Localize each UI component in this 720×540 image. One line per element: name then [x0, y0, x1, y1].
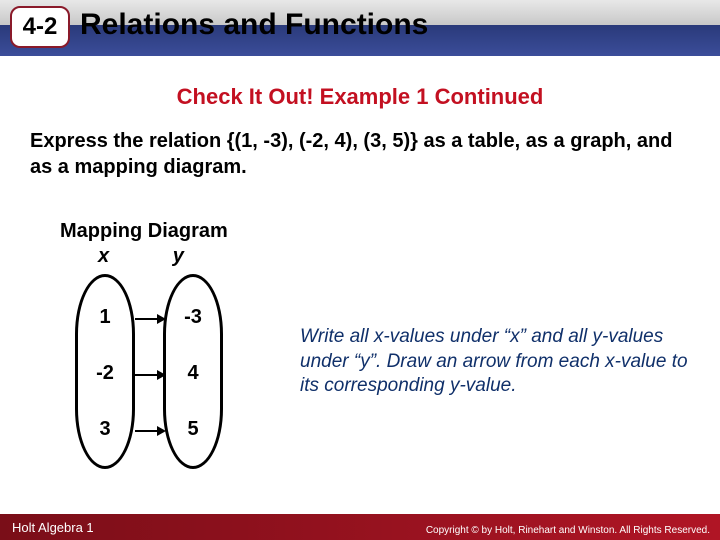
mapping-arrow [135, 430, 157, 432]
arrowhead-icon [157, 370, 166, 380]
arrowhead-icon [157, 314, 166, 324]
y-value: -3 [163, 306, 223, 329]
arrowhead-icon [157, 426, 166, 436]
subheading: Check It Out! Example 1 Continued [0, 84, 720, 110]
footer-left-text: Holt Algebra 1 [12, 520, 94, 535]
x-value: 1 [75, 306, 135, 329]
mapping-ovals: 1 -2 3 -3 4 5 [50, 274, 300, 474]
slide-header: 4-2 Relations and Functions [0, 0, 720, 56]
x-value: 3 [75, 418, 135, 441]
y-value: 4 [163, 362, 223, 385]
mapping-arrow [135, 374, 157, 376]
mapping-arrow [135, 318, 157, 320]
y-label: y [173, 245, 184, 267]
explanation-text: Write all x-values under “x” and all y-v… [300, 325, 690, 399]
footer-copyright: Copyright © by Holt, Rinehart and Winsto… [426, 525, 710, 536]
section-badge: 4-2 [10, 6, 70, 48]
x-label: x [98, 245, 109, 267]
diagram-axis-labels: x y [50, 245, 300, 268]
problem-prompt: Express the relation {(1, -3), (-2, 4), … [30, 128, 690, 180]
mapping-diagram: Mapping Diagram x y 1 -2 3 -3 4 5 [50, 220, 300, 474]
section-title: Relations and Functions [80, 8, 428, 42]
y-value: 5 [163, 418, 223, 441]
x-value: -2 [75, 362, 135, 385]
diagram-caption: Mapping Diagram [60, 220, 300, 243]
slide-footer: Holt Algebra 1 Copyright © by Holt, Rine… [0, 514, 720, 540]
